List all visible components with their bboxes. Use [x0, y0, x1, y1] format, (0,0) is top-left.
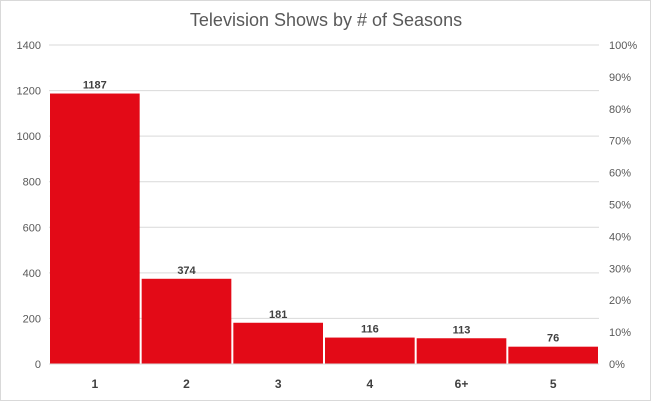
chart-title: Television Shows by # of Seasons — [190, 10, 462, 30]
bar — [50, 93, 140, 364]
y2-tick-label: 80% — [609, 104, 631, 116]
bar — [325, 337, 415, 364]
y-tick-label: 800 — [23, 177, 41, 189]
y-tick-label: 600 — [23, 222, 41, 234]
x-tick-label: 5 — [550, 377, 557, 391]
y2-tick-label: 0% — [609, 359, 625, 371]
bar — [141, 278, 232, 364]
secondary-y-axis: 0% 10% 20% 30% 40% 50% 60% 70% 80% 90% 100% — [609, 40, 637, 371]
data-labels: 1187 374 181 116 113 76 — [83, 80, 559, 345]
y2-tick-label: 60% — [609, 168, 631, 180]
y2-tick-label: 10% — [609, 327, 631, 339]
data-label: 181 — [269, 309, 287, 321]
y-tick-label: 400 — [23, 268, 41, 280]
x-tick-label: 3 — [275, 377, 282, 391]
y-axis: 0 200 400 600 800 1000 1200 1400 — [17, 40, 41, 371]
bar — [416, 338, 507, 364]
y2-tick-label: 90% — [609, 72, 631, 84]
data-label: 116 — [361, 324, 379, 336]
y-tick-label: 1000 — [17, 131, 41, 143]
data-label: 374 — [177, 265, 196, 277]
y2-tick-label: 40% — [609, 231, 631, 243]
bars — [50, 93, 598, 364]
y-tick-label: 1200 — [17, 86, 41, 98]
x-tick-label: 6+ — [455, 377, 469, 391]
y2-tick-label: 70% — [609, 136, 631, 148]
bar — [233, 322, 323, 364]
x-tick-label: 1 — [91, 377, 98, 391]
bar — [508, 346, 598, 364]
y2-tick-label: 100% — [609, 40, 637, 52]
y2-tick-label: 50% — [609, 200, 631, 212]
x-axis: 1 2 3 4 6+ 5 — [49, 363, 599, 391]
gridlines — [49, 44, 599, 319]
y2-tick-label: 30% — [609, 263, 631, 275]
y2-tick-label: 20% — [609, 295, 631, 307]
y-tick-label: 0 — [35, 359, 41, 371]
x-tick-label: 4 — [366, 377, 373, 391]
x-tick-label: 2 — [183, 377, 190, 391]
data-label: 1187 — [83, 80, 107, 92]
y-tick-label: 1400 — [17, 40, 41, 52]
data-label: 76 — [547, 333, 559, 345]
y-tick-label: 200 — [23, 313, 41, 325]
data-label: 113 — [453, 324, 471, 336]
